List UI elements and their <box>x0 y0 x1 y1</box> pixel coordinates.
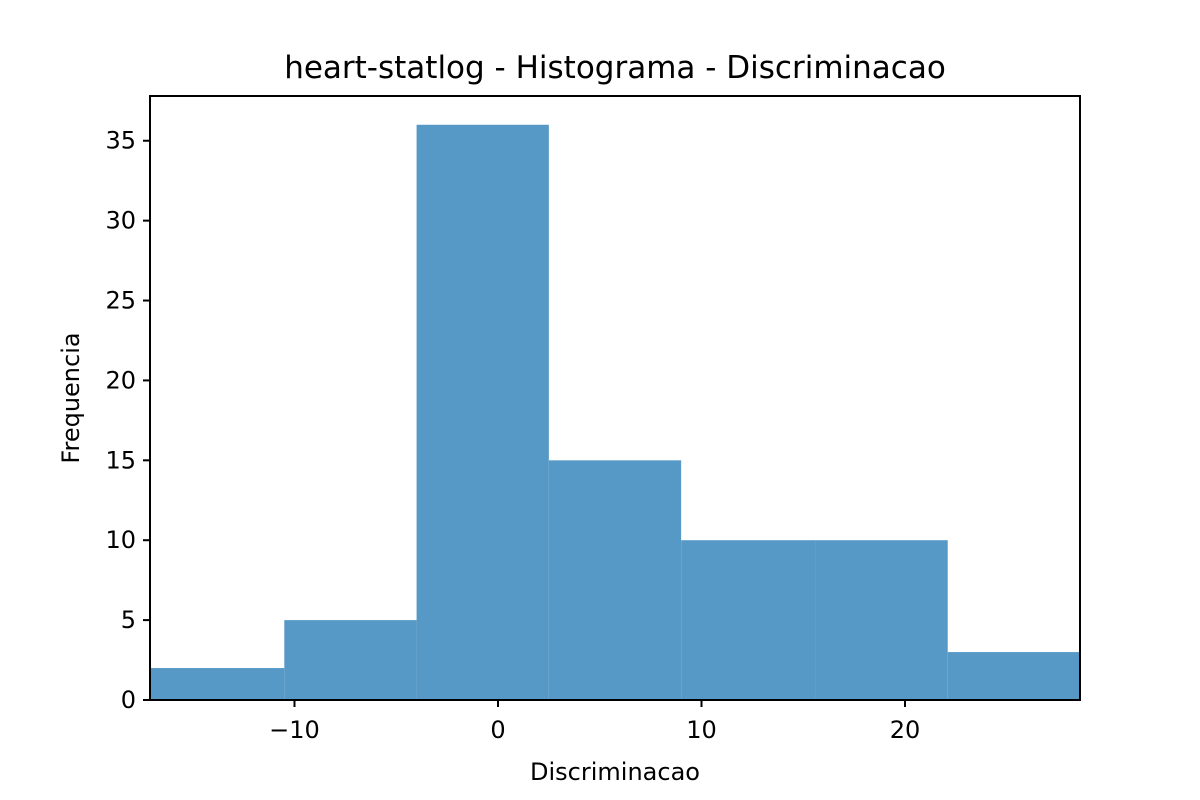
histogram-bar-2 <box>284 620 417 700</box>
y-tick-label: 20 <box>105 366 136 394</box>
x-tick-label: −10 <box>269 716 320 744</box>
y-tick-label: 35 <box>105 127 136 155</box>
x-tick-label: 20 <box>890 716 921 744</box>
histogram-bar-1 <box>150 668 285 700</box>
y-tick-label: 0 <box>121 686 136 714</box>
bars-layer <box>150 124 1080 700</box>
histogram-bar-7 <box>947 652 1080 700</box>
histogram-bar-4 <box>548 460 682 700</box>
x-axis-label: Discriminacao <box>530 758 700 786</box>
y-tick-label: 30 <box>105 207 136 235</box>
x-tick-label: 10 <box>686 716 717 744</box>
x-axis: −10 0 10 20 <box>269 700 920 744</box>
y-tick-label: 25 <box>105 287 136 315</box>
plot-frame <box>149 95 1081 701</box>
histogram-bar-3 <box>416 124 549 700</box>
y-axis-label: Frequencia <box>57 332 85 463</box>
y-tick-label: 10 <box>105 526 136 554</box>
y-tick-label: 15 <box>105 446 136 474</box>
y-axis: 0 5 10 15 20 25 30 35 <box>105 127 150 714</box>
chart-title: heart-statlog - Histograma - Discriminac… <box>284 50 946 86</box>
x-tick-label: 0 <box>490 716 505 744</box>
histogram-bar-6 <box>815 540 948 700</box>
y-tick-label: 5 <box>121 606 136 634</box>
histogram-bar-5 <box>681 540 816 700</box>
